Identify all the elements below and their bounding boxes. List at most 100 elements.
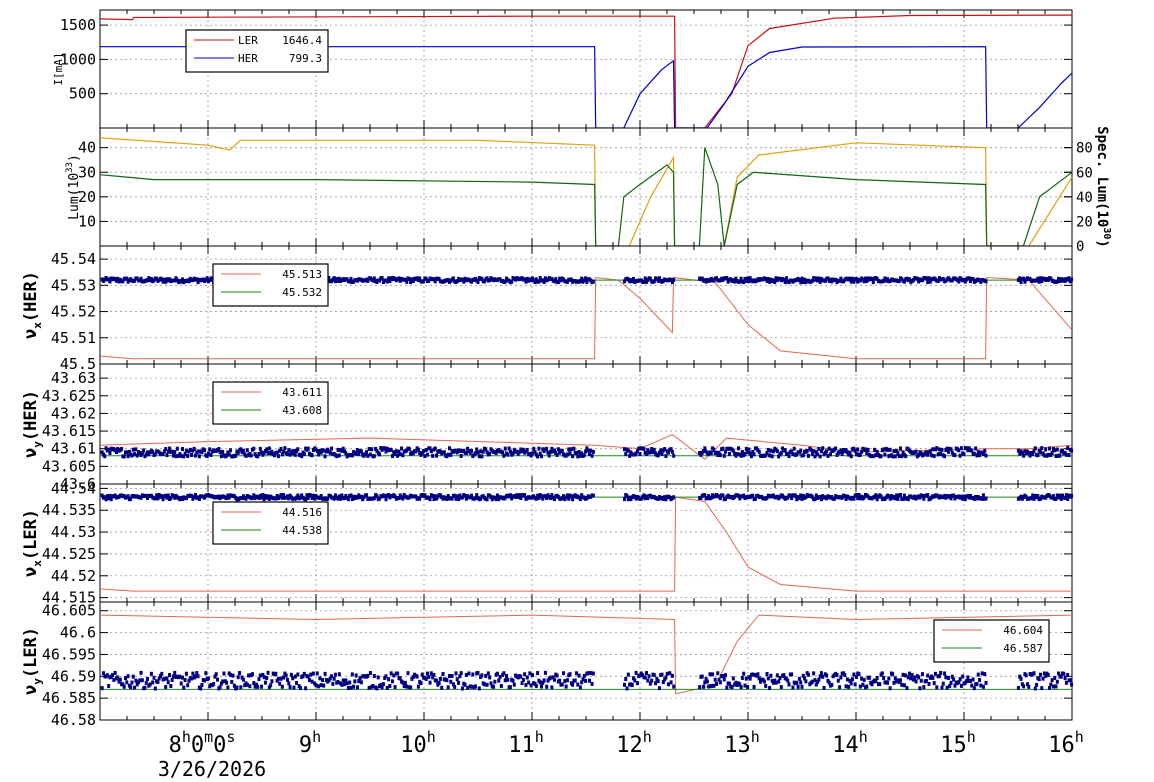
legend-value: 44.516	[282, 506, 322, 519]
measured-point	[765, 671, 769, 676]
measured-point	[368, 452, 372, 457]
measured-point	[460, 686, 464, 691]
measured-point	[580, 493, 584, 498]
measured-point	[787, 682, 791, 687]
measured-point	[241, 448, 245, 453]
measured-point	[446, 452, 450, 457]
measured-point	[429, 449, 433, 454]
measured-point	[873, 447, 877, 452]
measured-point	[904, 454, 908, 459]
measured-point	[285, 452, 289, 457]
measured-point	[571, 454, 575, 459]
measured-point	[957, 680, 961, 685]
measured-point	[411, 278, 415, 283]
measured-point	[567, 496, 571, 501]
measured-point	[1042, 453, 1046, 458]
y-tick-label: 45.5	[60, 355, 96, 373]
measured-point	[860, 449, 864, 454]
measured-point	[1031, 452, 1035, 457]
measured-point	[902, 279, 906, 284]
measured-point	[276, 454, 280, 459]
measured-point	[917, 452, 921, 457]
measured-point	[1057, 671, 1061, 676]
measured-point	[479, 496, 483, 501]
measured-point	[378, 278, 382, 283]
measured-point	[797, 277, 801, 282]
legend-value: 44.538	[282, 524, 322, 537]
measured-point	[1066, 496, 1070, 501]
measured-point	[622, 497, 626, 502]
legend-value: 46.587	[1003, 642, 1043, 655]
measured-point	[123, 676, 127, 681]
measured-point	[764, 453, 768, 458]
measured-point	[497, 678, 501, 683]
measured-point	[134, 678, 138, 683]
measured-point	[803, 676, 807, 681]
measured-point	[968, 678, 972, 683]
x-tick-label-sup: h	[967, 728, 976, 746]
measured-point	[276, 676, 280, 681]
measured-point	[153, 496, 157, 501]
measured-point	[838, 278, 842, 283]
measured-point	[661, 680, 665, 685]
measured-point	[168, 446, 172, 451]
measured-point	[963, 497, 967, 502]
measured-point	[1066, 446, 1070, 451]
measured-point	[700, 276, 704, 281]
y-tick-label: 500	[69, 85, 96, 103]
measured-point	[629, 450, 633, 455]
measured-point	[584, 276, 588, 281]
measured-point	[1066, 672, 1070, 677]
measured-point	[768, 279, 772, 284]
measured-point	[1041, 676, 1045, 681]
measured-point	[1037, 279, 1041, 284]
measured-point	[965, 679, 969, 684]
measured-point	[810, 278, 814, 283]
measured-point	[160, 494, 164, 499]
measured-point	[1054, 453, 1058, 458]
measured-point	[464, 451, 468, 456]
measured-point	[660, 672, 664, 677]
measured-point	[854, 492, 858, 497]
y-axis-label: νx(HER)	[21, 271, 44, 339]
measured-point	[927, 681, 931, 686]
measured-point	[854, 276, 858, 281]
measured-point	[206, 451, 210, 456]
measured-point	[476, 280, 480, 285]
measured-point	[984, 453, 988, 458]
measured-point	[107, 277, 111, 282]
measured-point	[887, 676, 891, 681]
measured-point	[171, 674, 175, 679]
measured-point	[196, 280, 200, 285]
measured-point	[261, 672, 265, 677]
measured-point	[751, 450, 755, 455]
measured-point	[451, 276, 455, 281]
x-tick-label-sup: h	[1075, 728, 1084, 746]
measured-point	[865, 278, 869, 283]
measured-point	[740, 675, 744, 680]
measured-point	[282, 675, 286, 680]
measured-point	[978, 453, 982, 458]
measured-point	[263, 680, 267, 685]
measured-point	[897, 279, 901, 284]
measured-point	[146, 676, 150, 681]
measured-point	[652, 673, 656, 678]
measured-point	[787, 454, 791, 459]
measured-point	[630, 683, 634, 688]
measured-point	[730, 685, 734, 690]
measured-point	[266, 494, 270, 499]
measured-point	[918, 686, 922, 691]
measured-point	[371, 278, 375, 283]
measured-point	[891, 672, 895, 677]
measured-point	[387, 677, 391, 682]
measured-point	[125, 450, 129, 455]
measured-point	[428, 497, 432, 502]
measured-point	[893, 496, 897, 501]
measured-point	[254, 682, 258, 687]
measured-point	[199, 686, 203, 691]
measured-point	[394, 449, 398, 454]
measured-point	[104, 446, 108, 451]
measured-point	[580, 680, 584, 685]
measured-point	[949, 447, 953, 452]
measured-point	[168, 673, 172, 678]
